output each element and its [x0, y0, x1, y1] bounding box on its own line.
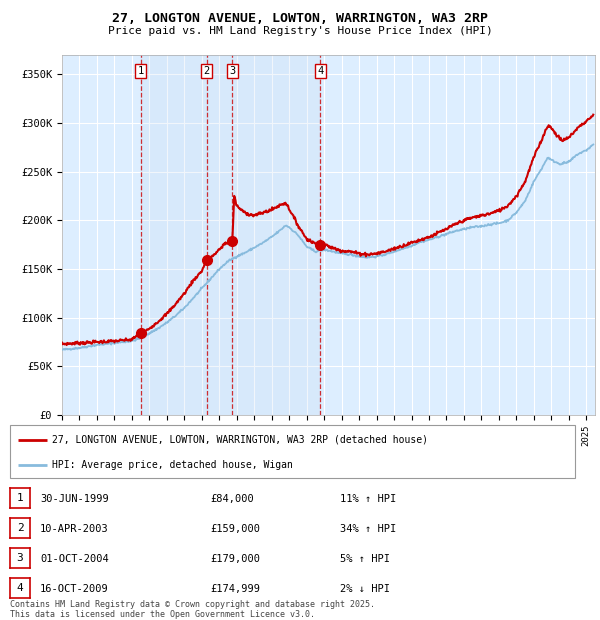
Text: £179,000: £179,000: [210, 554, 260, 564]
Text: Price paid vs. HM Land Registry's House Price Index (HPI): Price paid vs. HM Land Registry's House …: [107, 26, 493, 36]
Text: 34% ↑ HPI: 34% ↑ HPI: [340, 524, 396, 534]
Text: HPI: Average price, detached house, Wigan: HPI: Average price, detached house, Wiga…: [52, 460, 293, 470]
Text: £84,000: £84,000: [210, 494, 254, 504]
Text: 30-JUN-1999: 30-JUN-1999: [40, 494, 109, 504]
Bar: [140, 55, 206, 415]
Bar: [206, 55, 320, 415]
Text: £174,999: £174,999: [210, 584, 260, 594]
Text: 5% ↑ HPI: 5% ↑ HPI: [340, 554, 390, 564]
Text: 01-OCT-2004: 01-OCT-2004: [40, 554, 109, 564]
Text: 1: 1: [17, 493, 23, 503]
Text: 10-APR-2003: 10-APR-2003: [40, 524, 109, 534]
Text: 2: 2: [203, 66, 210, 76]
FancyBboxPatch shape: [10, 425, 575, 478]
Text: 27, LONGTON AVENUE, LOWTON, WARRINGTON, WA3 2RP (detached house): 27, LONGTON AVENUE, LOWTON, WARRINGTON, …: [52, 435, 428, 445]
Text: 3: 3: [229, 66, 235, 76]
Text: 11% ↑ HPI: 11% ↑ HPI: [340, 494, 396, 504]
Text: 4: 4: [17, 583, 23, 593]
Text: 2% ↓ HPI: 2% ↓ HPI: [340, 584, 390, 594]
Text: 1: 1: [137, 66, 143, 76]
Text: 27, LONGTON AVENUE, LOWTON, WARRINGTON, WA3 2RP: 27, LONGTON AVENUE, LOWTON, WARRINGTON, …: [112, 12, 488, 25]
Text: 4: 4: [317, 66, 323, 76]
Text: 2: 2: [17, 523, 23, 533]
Text: 3: 3: [17, 553, 23, 563]
Text: Contains HM Land Registry data © Crown copyright and database right 2025.
This d: Contains HM Land Registry data © Crown c…: [10, 600, 375, 619]
Text: 16-OCT-2009: 16-OCT-2009: [40, 584, 109, 594]
Text: £159,000: £159,000: [210, 524, 260, 534]
